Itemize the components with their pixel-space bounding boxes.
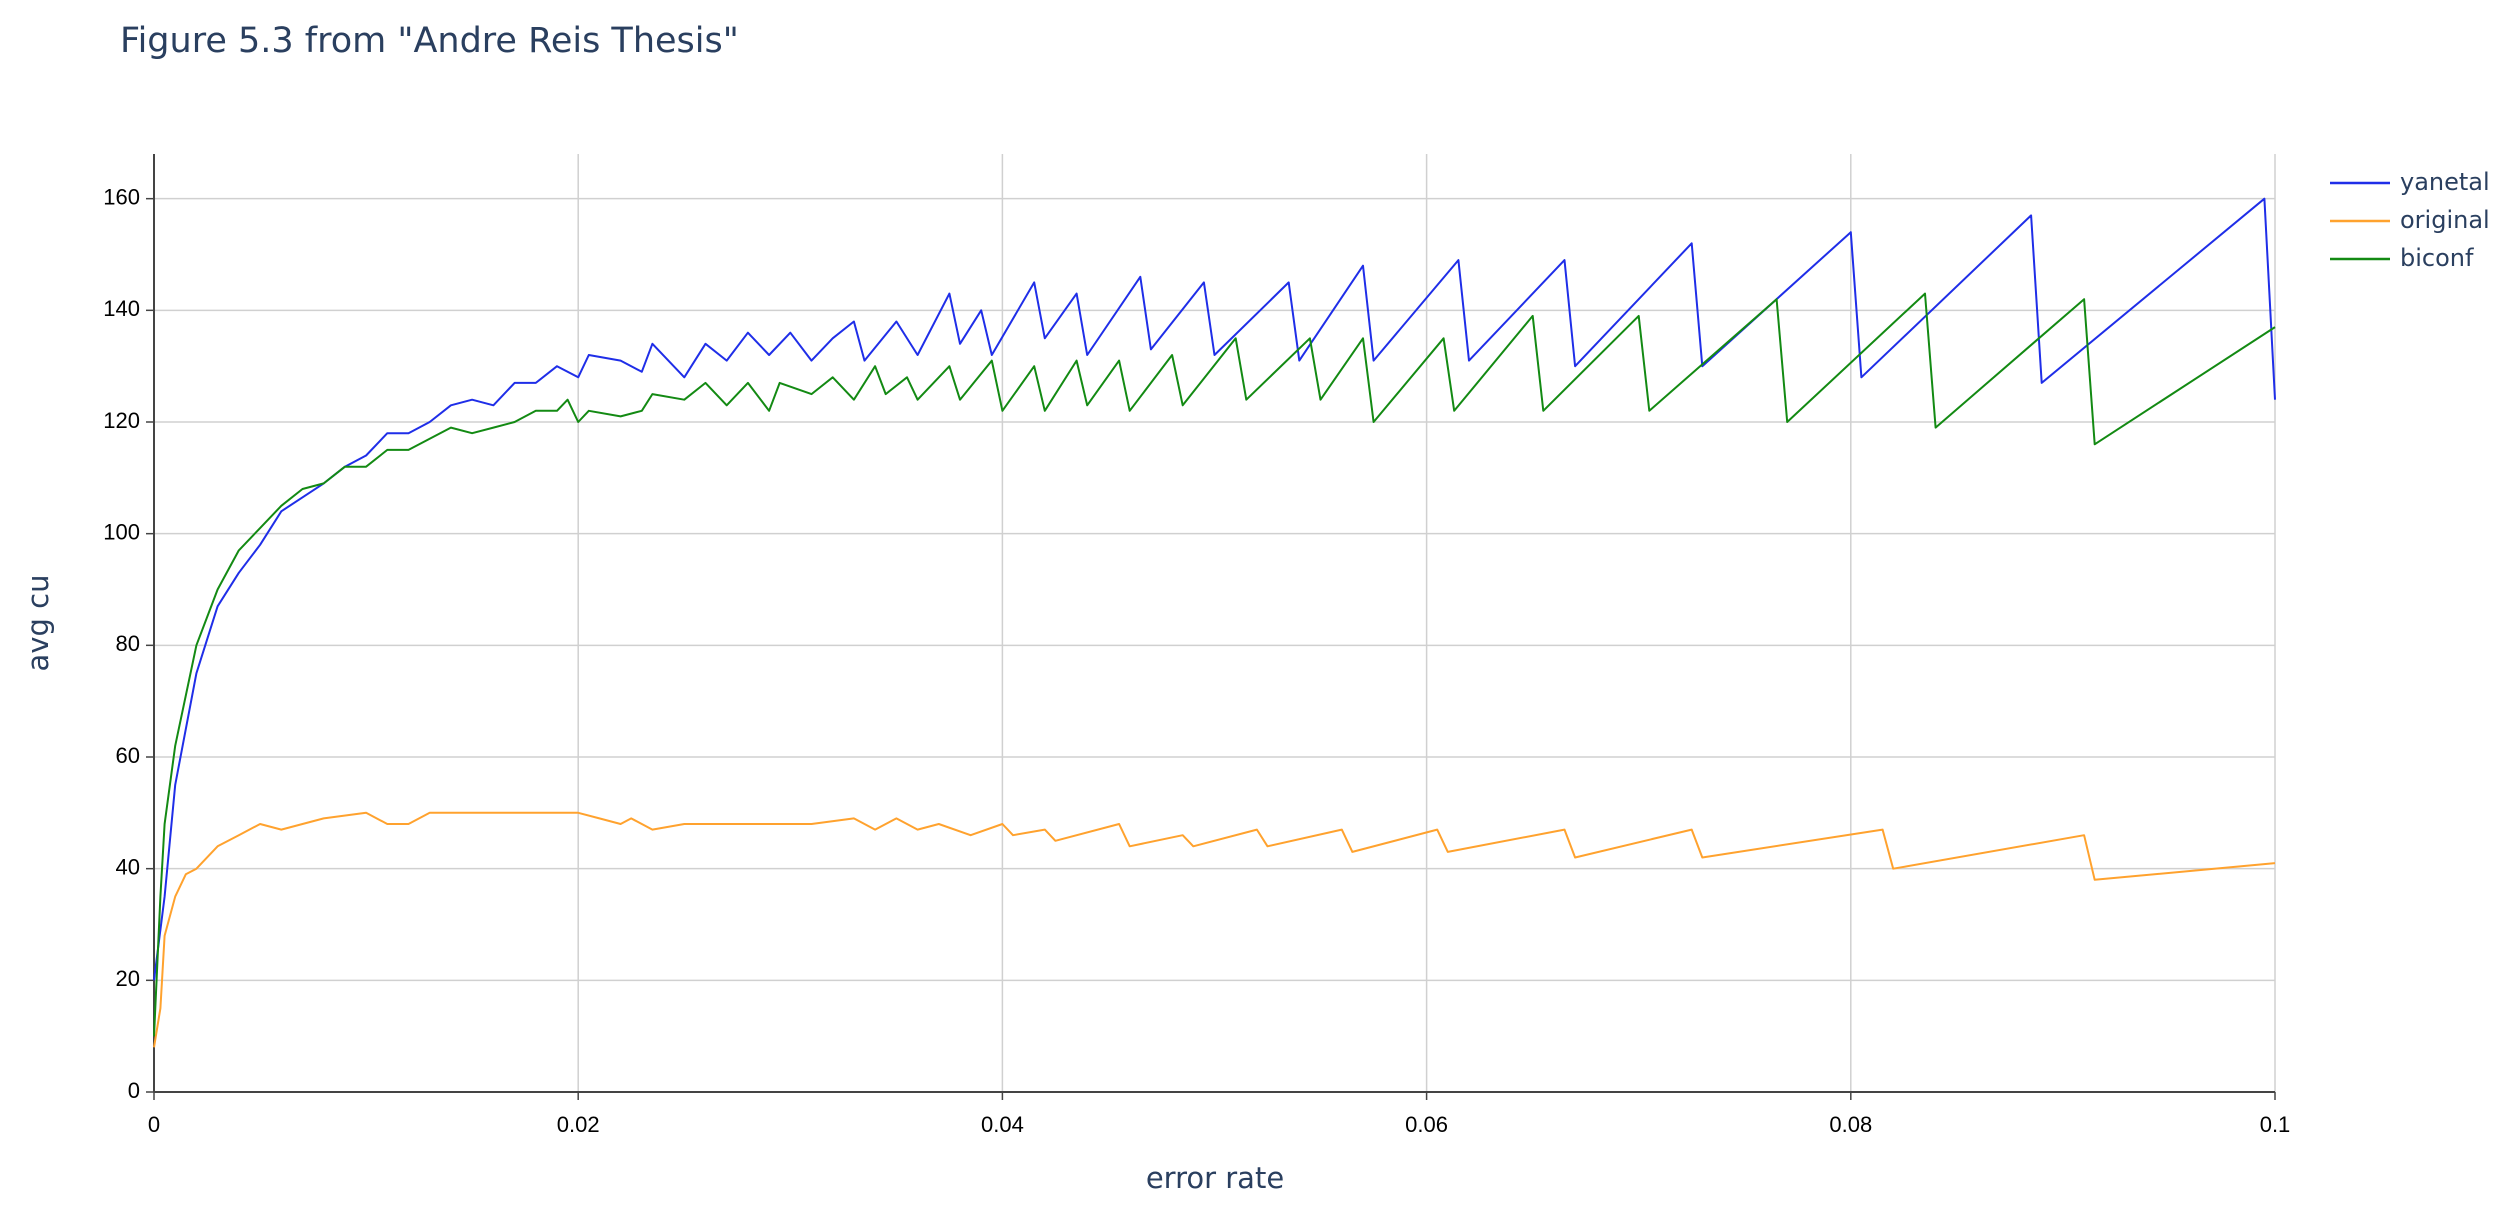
y-tick-label: 20 (116, 966, 140, 991)
y-tick-label: 120 (103, 408, 140, 433)
y-tick-label: 0 (128, 1078, 140, 1103)
x-tick-label: 0.1 (2260, 1112, 2291, 1137)
y-axis-title: avg cu (21, 575, 55, 672)
data-line (153, 197, 2276, 981)
data-line (153, 292, 2276, 1037)
legend-label: original (2400, 206, 2490, 234)
x-tick-label: 0.02 (557, 1112, 600, 1137)
y-tick-label: 80 (116, 631, 140, 656)
y-tick-label: 60 (116, 743, 140, 768)
y-tick-label: 100 (103, 519, 140, 544)
data-line (153, 811, 2276, 1048)
x-axis-title: error rate (1146, 1161, 1284, 1195)
chart-title: Figure 5.3 from "Andre Reis Thesis" (120, 21, 739, 61)
x-tick-label: 0.08 (1829, 1112, 1872, 1137)
y-tick-label: 140 (103, 296, 140, 321)
x-tick-label: 0.04 (981, 1112, 1024, 1137)
x-tick-label: 0 (148, 1112, 160, 1137)
x-tick-label: 0.06 (1405, 1112, 1448, 1137)
y-tick-label: 160 (103, 184, 140, 209)
legend-label: yanetal (2400, 168, 2490, 196)
y-tick-label: 40 (116, 854, 140, 879)
legend-label: biconf (2400, 244, 2474, 272)
